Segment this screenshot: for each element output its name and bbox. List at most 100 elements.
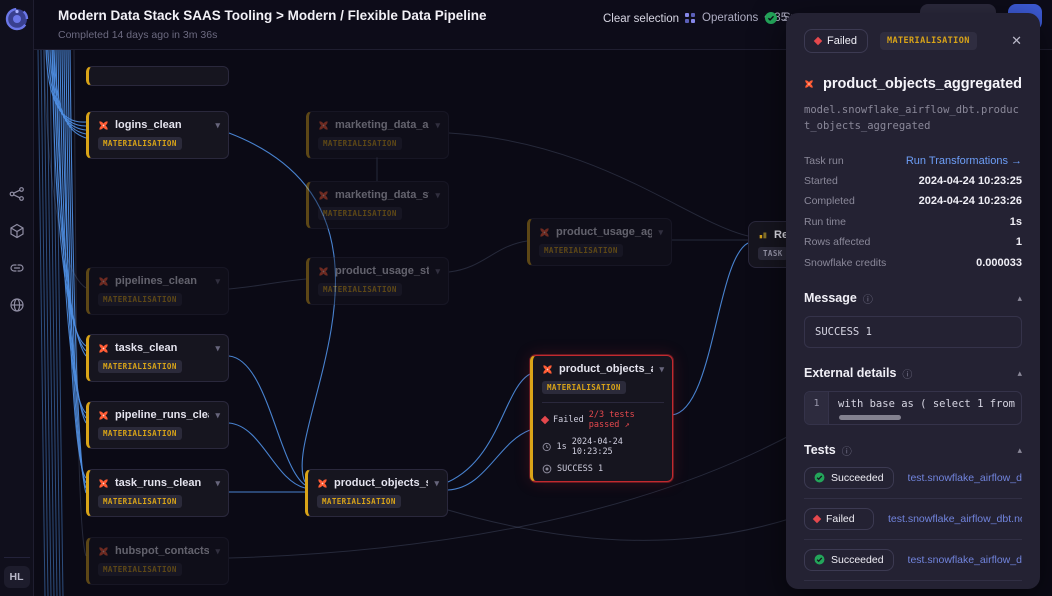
tests-passed-link[interactable]: 2/3 tests passed ↗ xyxy=(588,410,635,430)
dag-node-partial-top[interactable] xyxy=(86,66,229,86)
test-row: Failed test.snowflake_airflow_dbt.not_nul… xyxy=(804,499,1022,540)
materialisation-badge: MATERIALISATION xyxy=(98,293,182,306)
materialisation-badge: MATERIALISATION xyxy=(318,207,402,220)
task-type-badge: TASK xyxy=(758,247,788,260)
message-title: Message xyxy=(804,291,857,306)
dag-node-logins_clean[interactable]: logins_clean ▾ MATERIALISATION xyxy=(86,111,229,159)
detail-value: 2024-04-24 10:23:26 xyxy=(918,195,1022,208)
sidebar-footer: HL xyxy=(0,557,33,596)
code-content: with base as ( select 1 from SNOWFLAKE xyxy=(838,397,1021,410)
collapse-icon[interactable]: ▴ xyxy=(1017,292,1022,303)
chevron-down-icon[interactable]: ▾ xyxy=(435,265,440,276)
collapse-icon[interactable]: ▴ xyxy=(1017,444,1022,455)
node-label: tasks_clean xyxy=(115,342,178,354)
dag-node-pipeline_runs_clean[interactable]: pipeline_runs_clean ▾ MATERIALISATION xyxy=(86,401,229,449)
dag-node-product_objects_aggregated[interactable]: product_objects_aggregated ▾ MATERIALISATI… xyxy=(530,355,673,482)
code-scrollbar[interactable] xyxy=(839,414,901,420)
failed-diamond-icon xyxy=(540,415,550,425)
node-title-row: product_objects_aggregated ▾ xyxy=(542,363,664,375)
dag-node-marketing_data_staging[interactable]: marketing_data_staging ▾ MATERIALISATION xyxy=(306,181,449,229)
edge xyxy=(43,49,87,289)
edge xyxy=(49,49,58,596)
test-status-badge: Failed xyxy=(804,507,874,530)
test-status-label: Succeeded xyxy=(831,553,884,566)
dag-node-product_objects_staging[interactable]: product_objects_staging ▾ MATERIALISATION xyxy=(305,469,448,517)
detail-value: 1 xyxy=(1015,236,1022,249)
dbt-icon xyxy=(540,227,549,237)
node-title-row: marketing_data_staging ▾ xyxy=(318,189,440,201)
dbt-icon xyxy=(318,478,327,488)
node-label: pipelines_clean xyxy=(115,275,197,287)
dag-node-task_runs_clean[interactable]: task_runs_clean ▾ MATERIALISATION xyxy=(86,469,229,517)
chevron-down-icon[interactable]: ▾ xyxy=(435,189,440,200)
chevron-down-icon[interactable]: ▾ xyxy=(435,119,440,130)
dag-node-hubspot_contacts_clean[interactable]: hubspot_contacts_clean ▾ MATERIALISATION xyxy=(86,537,229,585)
sidebar-divider xyxy=(3,557,30,558)
user-avatar[interactable]: HL xyxy=(3,566,30,588)
detail-row: Task run Run Transformations → xyxy=(804,151,1022,171)
chevron-down-icon[interactable]: ▾ xyxy=(215,119,220,130)
status-text: SUCCESS 1 xyxy=(557,464,604,474)
chevron-down-icon[interactable]: ▾ xyxy=(215,409,220,420)
node-label: marketing_data_staging xyxy=(335,189,429,201)
dbt-icon xyxy=(805,80,813,88)
dag-node-tasks_clean[interactable]: tasks_clean ▾ MATERIALISATION xyxy=(86,334,229,382)
detail-row: Rows affected 1 xyxy=(804,232,1022,252)
node-status-rows: Failed 2/3 tests passed ↗ 1s 2024-04-24 10:… xyxy=(540,402,664,474)
sidebar-graph-icon[interactable] xyxy=(6,183,28,205)
node-title-row: pipelines_clean ▾ xyxy=(98,275,220,287)
breadcrumb-title: Modern Data Stack SAAS Tooling > Modern … xyxy=(58,8,487,23)
chevron-down-icon[interactable]: ▾ xyxy=(434,477,439,488)
dbt-icon xyxy=(99,276,108,286)
node-status-row: 1s 2024-04-24 10:23:25 xyxy=(542,437,664,457)
test-link[interactable]: test.snowflake_airflow_dbt.not_null_pr xyxy=(888,512,1022,525)
dot-circle-icon xyxy=(542,464,552,474)
dag-node-marketing_data_aggregated[interactable]: marketing_data_aggregated ▾ MATERIALISATIO… xyxy=(306,111,449,159)
dag-node-product_usage_staging[interactable]: product_usage_staging ▾ MATERIALISATION xyxy=(306,257,449,305)
materialisation-badge: MATERIALISATION xyxy=(539,244,623,257)
clear-selection-button[interactable]: Clear selection xyxy=(603,13,680,25)
collapse-icon[interactable]: ▴ xyxy=(1017,367,1022,378)
dbt-icon xyxy=(99,546,108,556)
status-text: 1s xyxy=(556,442,567,452)
chevron-down-icon[interactable]: ▾ xyxy=(658,226,663,237)
sidebar-link-icon[interactable] xyxy=(6,257,28,279)
edge xyxy=(228,132,337,483)
status-badge-failed: Failed xyxy=(804,29,868,53)
node-label: marketing_data_aggregated xyxy=(335,119,429,131)
operations-counter[interactable]: Operations • 35 xyxy=(684,12,787,24)
sidebar-globe-icon[interactable] xyxy=(6,294,28,316)
panel-node-title: product_objects_aggregated xyxy=(822,76,1022,92)
materialisation-badge: MATERIALISATION xyxy=(317,495,401,508)
node-status-row: SUCCESS 1 xyxy=(542,464,664,474)
chevron-down-icon[interactable]: ▾ xyxy=(215,477,220,488)
edge xyxy=(447,429,531,491)
app-logo-icon[interactable] xyxy=(5,7,29,31)
detail-label: Started xyxy=(804,175,838,188)
chevron-down-icon[interactable]: ▾ xyxy=(659,363,664,374)
dbt-icon xyxy=(319,266,328,276)
test-status-badge: Succeeded xyxy=(804,466,894,489)
chevron-down-icon[interactable]: ▾ xyxy=(215,342,220,353)
materialisation-badge: MATERIALISATION xyxy=(879,32,977,50)
node-title-row: product_usage_staging ▾ xyxy=(318,265,440,277)
test-link[interactable]: test.snowflake_airflow_dbt.unique_pro xyxy=(907,471,1022,484)
task-run-link[interactable]: Run Transformations → xyxy=(905,154,1022,167)
sidebar-cube-icon[interactable] xyxy=(6,220,28,242)
operations-label: Operations xyxy=(702,12,759,24)
dag-node-product_usage_aggregated[interactable]: product_usage_aggregated ▾ MATERIALISATION xyxy=(527,218,672,266)
detail-label: Task run xyxy=(804,154,844,167)
edge xyxy=(448,132,749,237)
node-label: pipeline_runs_clean xyxy=(115,409,209,421)
test-link[interactable]: test.snowflake_airflow_dbt.not_null_pr xyxy=(907,553,1022,566)
edge xyxy=(55,49,64,596)
dag-node-pipelines_clean[interactable]: pipelines_clean ▾ MATERIALISATION xyxy=(86,267,229,315)
node-label: task_runs_clean xyxy=(115,477,202,489)
tests-title: Tests xyxy=(804,443,836,458)
materialisation-badge: MATERIALISATION xyxy=(542,381,626,394)
timestamp-text: 2024-04-24 10:23:25 xyxy=(571,437,623,457)
chevron-down-icon[interactable]: ▾ xyxy=(215,545,220,556)
close-icon[interactable]: ✕ xyxy=(1011,33,1022,48)
edge xyxy=(40,49,49,596)
chevron-down-icon[interactable]: ▾ xyxy=(215,275,220,286)
